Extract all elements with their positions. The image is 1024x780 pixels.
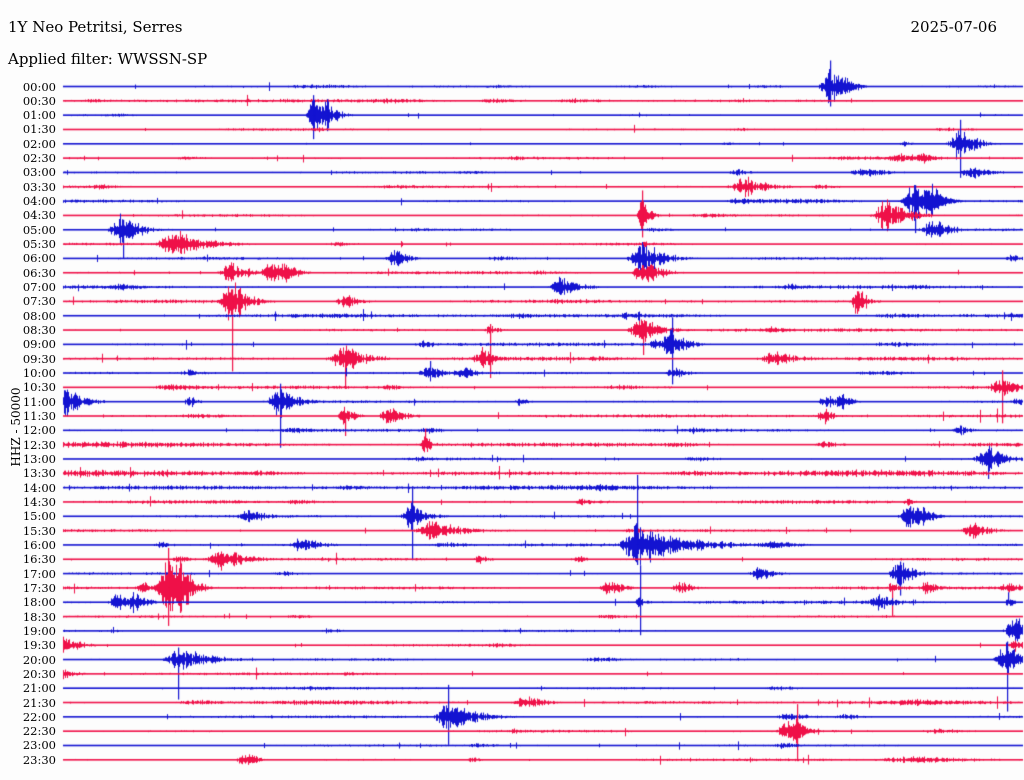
time-label: 22:00 bbox=[22, 709, 56, 724]
time-label: 18:30 bbox=[22, 609, 56, 624]
time-label: 09:30 bbox=[22, 351, 56, 366]
time-label: 09:00 bbox=[22, 337, 56, 352]
time-label: 17:00 bbox=[22, 566, 56, 581]
time-label: 13:30 bbox=[22, 466, 56, 481]
time-label: 00:30 bbox=[22, 93, 56, 108]
time-label: 14:00 bbox=[22, 480, 56, 495]
time-label: 13:00 bbox=[22, 451, 56, 466]
time-label: 08:00 bbox=[22, 308, 56, 323]
time-label: 12:00 bbox=[22, 423, 56, 438]
time-label: 15:00 bbox=[22, 509, 56, 524]
time-label: 16:30 bbox=[22, 552, 56, 567]
time-label: 03:30 bbox=[22, 179, 56, 194]
time-label: 16:00 bbox=[22, 537, 56, 552]
time-label: 20:00 bbox=[22, 652, 56, 667]
time-label: 05:00 bbox=[22, 222, 56, 237]
time-label: 02:00 bbox=[22, 136, 56, 151]
time-label: 01:30 bbox=[22, 122, 56, 137]
time-label: 07:00 bbox=[22, 280, 56, 295]
time-label: 01:00 bbox=[22, 108, 56, 123]
time-label: 04:00 bbox=[22, 194, 56, 209]
time-label: 06:00 bbox=[22, 251, 56, 266]
time-label: 03:00 bbox=[22, 165, 56, 180]
time-label: 07:30 bbox=[22, 294, 56, 309]
time-label: 06:30 bbox=[22, 265, 56, 280]
time-label: 18:00 bbox=[22, 595, 56, 610]
time-label: 20:30 bbox=[22, 666, 56, 681]
time-label: 14:30 bbox=[22, 494, 56, 509]
time-label: 11:00 bbox=[22, 394, 56, 409]
time-label: 08:30 bbox=[22, 323, 56, 338]
time-label: 22:30 bbox=[22, 724, 56, 739]
time-label: 15:30 bbox=[22, 523, 56, 538]
time-label: 11:30 bbox=[22, 408, 56, 423]
time-label: 17:30 bbox=[22, 580, 56, 595]
time-label: 12:30 bbox=[22, 437, 56, 452]
time-label: 23:30 bbox=[22, 752, 56, 767]
time-label: 04:30 bbox=[22, 208, 56, 223]
time-label: 10:30 bbox=[22, 380, 56, 395]
time-label: 19:30 bbox=[22, 638, 56, 653]
time-label: 19:00 bbox=[22, 623, 56, 638]
time-label: 10:00 bbox=[22, 366, 56, 381]
time-label: 21:00 bbox=[22, 681, 56, 696]
time-label: 21:30 bbox=[22, 695, 56, 710]
time-label: 05:30 bbox=[22, 237, 56, 252]
time-label: 02:30 bbox=[22, 151, 56, 166]
time-label: 23:00 bbox=[22, 738, 56, 753]
time-label: 00:00 bbox=[22, 79, 56, 94]
